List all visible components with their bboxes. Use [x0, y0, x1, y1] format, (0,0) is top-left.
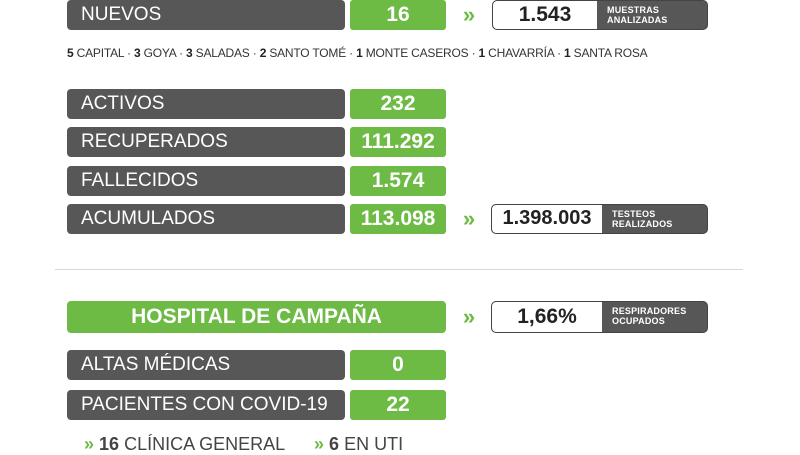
respirators-caption-line2: OCUPADOS — [612, 316, 665, 326]
tests-caption-line2: REALIZADOS — [612, 219, 673, 229]
clinica-text: CLÍNICA GENERAL — [124, 434, 286, 454]
altas-medicas-label: ALTAS MÉDICAS — [67, 350, 345, 380]
respirators-caption-line1: RESPIRADORES — [612, 306, 687, 316]
section-divider — [55, 269, 743, 270]
tests-value: 1.398.003 — [492, 205, 602, 233]
tests-caption-line1: TESTEOS — [612, 209, 656, 219]
uti-count: 6 — [329, 434, 340, 454]
breakdown-place: SANTO TOMÉ — [269, 46, 346, 60]
breakdown-line: 5 CAPITAL · 3 GOYA · 3 SALADAS · 2 SANTO… — [67, 46, 648, 60]
chevron-right-icon: » — [84, 434, 95, 454]
samples-box: 1.543 MUESTRAS ANALIZADAS — [492, 0, 708, 30]
nuevos-label: NUEVOS — [67, 0, 345, 30]
breakdown-place: MONTE CASEROS — [365, 46, 469, 60]
breakdown-place: SANTA ROSA — [573, 46, 648, 60]
breakdown-count: 1 — [356, 46, 363, 60]
nuevos-value: 16 — [350, 0, 446, 30]
chevron-right-icon: » — [314, 434, 325, 454]
breakdown-place: CHAVARRÍA — [488, 46, 554, 60]
clinica-count: 16 — [99, 434, 120, 454]
breakdown-place: SALADAS — [195, 46, 250, 60]
breakdown-count: 1 — [564, 46, 571, 60]
fallecidos-label: FALLECIDOS — [67, 166, 345, 196]
breakdown-count: 3 — [186, 46, 193, 60]
chevron-right-icon: » — [462, 304, 476, 329]
hospital-title: HOSPITAL DE CAMPAÑA — [67, 301, 446, 333]
samples-value: 1.543 — [493, 1, 597, 29]
breakdown-place: GOYA — [143, 46, 177, 60]
samples-caption-line2: ANALIZADAS — [607, 15, 668, 25]
tests-box: 1.398.003 TESTEOS REALIZADOS — [491, 204, 708, 234]
chevron-right-icon: » — [462, 206, 476, 231]
altas-medicas-value: 0 — [350, 350, 446, 380]
breakdown-count: 2 — [259, 46, 267, 60]
respirators-box: 1,66% RESPIRADORES OCUPADOS — [491, 301, 708, 333]
respirators-caption: RESPIRADORES OCUPADOS — [602, 302, 686, 332]
uti-text: EN UTI — [344, 434, 404, 454]
acumulados-value: 113.098 — [350, 204, 446, 234]
breakdown-count: 1 — [478, 46, 486, 60]
activos-value: 232 — [350, 89, 446, 119]
fallecidos-value: 1.574 — [350, 166, 446, 196]
activos-label: ACTIVOS — [67, 89, 345, 119]
pacientes-covid-value: 22 — [350, 390, 446, 420]
breakdown-count: 5 — [67, 46, 74, 60]
recuperados-label: RECUPERADOS — [67, 127, 345, 157]
breakdown-count: 3 — [133, 46, 141, 60]
samples-caption-line1: MUESTRAS — [607, 5, 660, 15]
recuperados-value: 111.292 — [350, 127, 446, 157]
pacientes-covid-label: PACIENTES CON COVID-19 — [67, 390, 345, 420]
acumulados-label: ACUMULADOS — [67, 204, 345, 234]
breakdown-place: CAPITAL — [76, 46, 124, 60]
respirators-value: 1,66% — [492, 302, 602, 332]
samples-caption: MUESTRAS ANALIZADAS — [597, 1, 668, 29]
tests-caption: TESTEOS REALIZADOS — [602, 205, 673, 233]
chevron-right-icon: » — [462, 2, 476, 27]
